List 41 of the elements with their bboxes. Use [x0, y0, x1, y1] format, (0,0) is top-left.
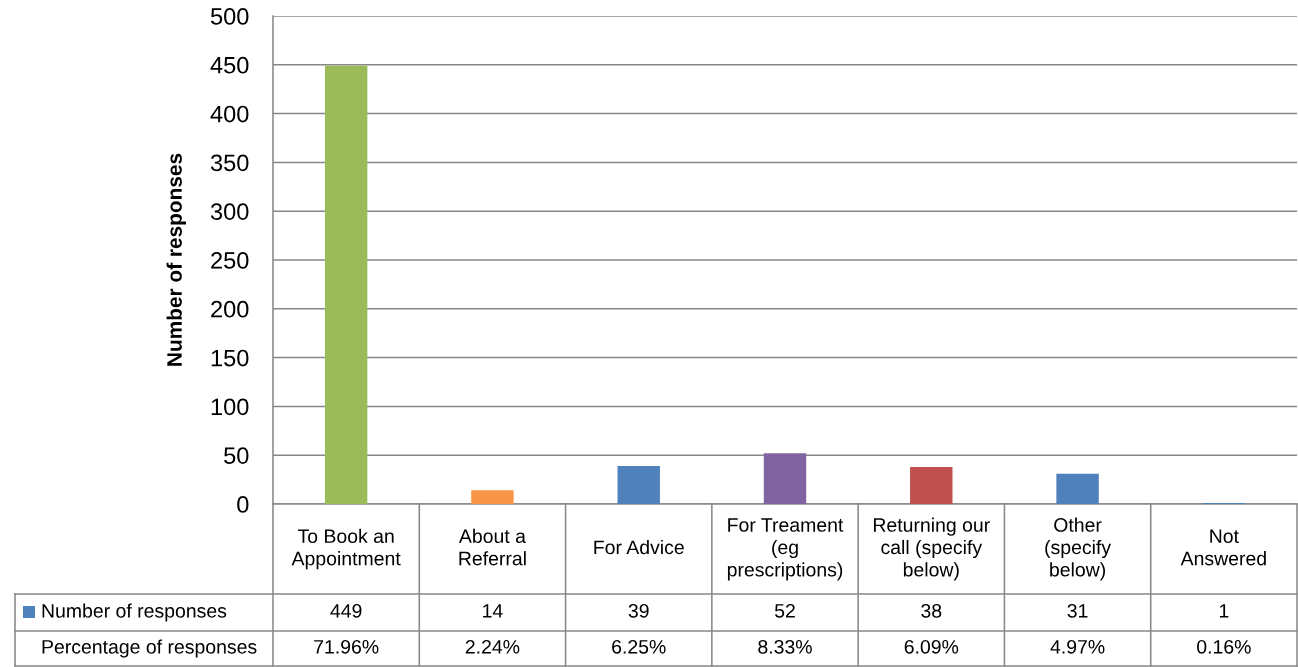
text: 6.09%	[904, 639, 959, 654]
legend-label: Number of responses	[42, 603, 227, 622]
text: 71.96%	[314, 639, 379, 654]
data-label: 449	[330, 603, 362, 618]
y-tick-label: 50	[224, 447, 249, 464]
data-label: 31	[1067, 603, 1088, 618]
text: 4.97%	[1050, 639, 1105, 654]
bar	[1056, 473, 1099, 504]
y-tick-label: 300	[210, 203, 249, 220]
y-tick-label: 450	[210, 56, 249, 74]
data-label: 38	[921, 603, 942, 618]
x-tick-label: Not Answered	[1180, 529, 1266, 566]
y-tick-label: 200	[211, 300, 249, 318]
data-label: 14	[483, 604, 503, 618]
text: 6.25%	[612, 639, 666, 654]
text: 0.16%	[1197, 639, 1251, 654]
bar	[324, 65, 368, 504]
bar	[763, 453, 807, 504]
data-label: 52	[774, 603, 795, 618]
y-tick-label: 350	[210, 154, 249, 172]
x-tick-label: Returning our call (specify below)	[873, 517, 990, 581]
x-tick-label: For Advice	[594, 539, 684, 555]
y-axis-title: Number of responses	[166, 153, 186, 366]
x-tick-label: To Book an Appointment	[291, 528, 401, 570]
data-label: 39	[628, 603, 649, 618]
bar	[471, 490, 514, 504]
bar	[617, 465, 660, 504]
y-tick-label: 100	[211, 398, 249, 416]
text: Percentage of responses	[42, 639, 257, 658]
x-tick-label: Other (specify below)	[1045, 517, 1112, 581]
bar	[910, 466, 953, 504]
y-tick-label: 400	[210, 105, 249, 123]
y-tick-label: 250	[211, 252, 249, 269]
y-tick-label: 0	[237, 496, 249, 513]
text: 2.24%	[465, 639, 520, 654]
text: 8.33%	[758, 639, 812, 654]
x-tick-label: For Treament (eg prescriptions)	[727, 518, 844, 581]
y-tick-label: 500	[210, 8, 249, 25]
x-tick-label: About a Referral	[458, 528, 526, 566]
data-label: 1	[1219, 604, 1229, 618]
y-tick-label: 150	[211, 349, 249, 367]
